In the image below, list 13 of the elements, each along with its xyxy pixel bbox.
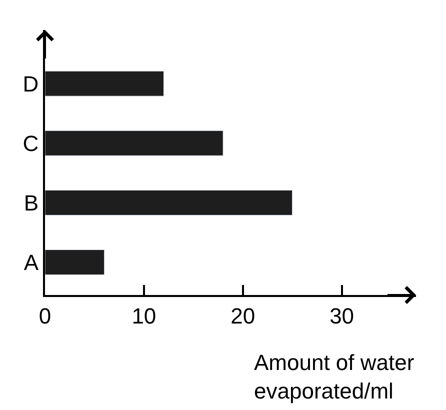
bar xyxy=(45,190,293,216)
bar xyxy=(45,249,105,275)
x-tick-label: 20 xyxy=(230,303,256,328)
x-tick-label: 30 xyxy=(330,303,354,328)
x-axis-title: Amount of water evaporated/ml xyxy=(254,350,414,404)
y-tick-label: D xyxy=(22,71,39,96)
bar xyxy=(45,130,224,156)
y-tick-label: A xyxy=(24,250,39,275)
y-tick-label: B xyxy=(24,190,39,216)
x-tick-label: 10 xyxy=(132,303,156,328)
bar xyxy=(45,70,164,96)
y-tick-label: C xyxy=(22,130,39,156)
x-tick-label: 0 xyxy=(38,303,52,328)
